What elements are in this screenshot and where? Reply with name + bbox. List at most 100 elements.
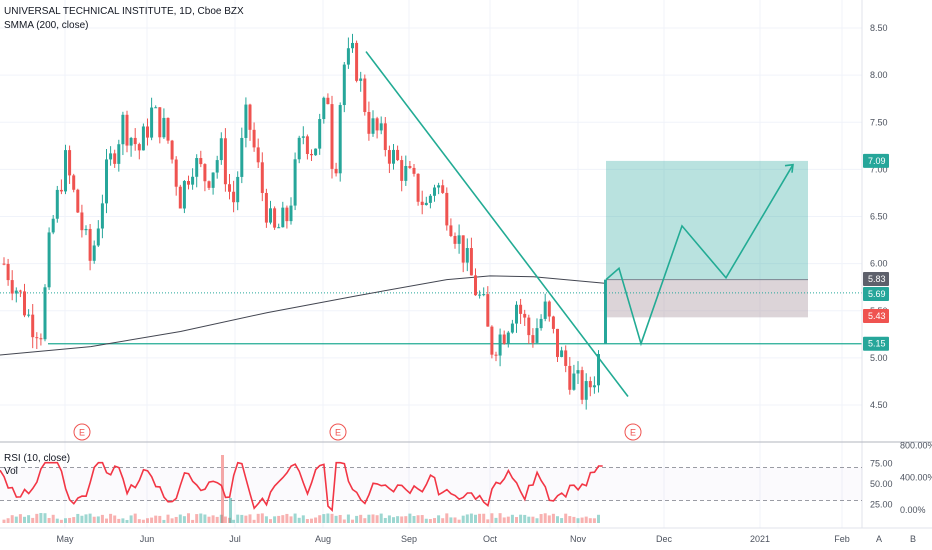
candle-body <box>55 189 59 219</box>
volume-bar <box>39 513 43 523</box>
volume-bar <box>117 518 121 523</box>
volume-bar <box>457 519 461 523</box>
candle-body <box>580 370 584 400</box>
volume-bar <box>80 515 84 523</box>
time-axis[interactable]: May Jun Jul Aug Sep Oct Nov Dec 2021 Feb <box>56 534 849 544</box>
volume-bar <box>289 516 293 523</box>
indicator-label: SMMA (200, close) <box>4 20 88 31</box>
candle-body <box>334 168 338 174</box>
volume-bar <box>281 515 285 523</box>
candle-body <box>305 136 309 154</box>
volume-bar <box>445 513 449 523</box>
candle-body <box>453 235 457 244</box>
candle-body <box>88 228 92 261</box>
volume-bar <box>392 517 395 523</box>
volume-bar <box>203 514 207 523</box>
volume-bar <box>400 516 404 523</box>
volume-bar <box>51 514 55 523</box>
candle-body <box>146 126 149 138</box>
volume-bar <box>150 517 154 523</box>
price-axis[interactable]: 8.508.007.507.006.506.005.505.004.50 <box>870 23 888 410</box>
volume-bar <box>100 514 104 523</box>
volume-bar <box>2 519 6 523</box>
candle-body <box>51 218 55 233</box>
candle-body <box>84 228 88 231</box>
candle-body <box>248 104 252 130</box>
rsi-levels <box>0 467 862 501</box>
price-tag-label: 7.09 <box>868 156 886 166</box>
log-scale-button[interactable]: B <box>910 534 916 544</box>
price-tag-label: 5.69 <box>868 289 886 299</box>
volume-bar <box>113 515 117 523</box>
candle-body <box>584 381 588 400</box>
volume-bar <box>363 518 367 523</box>
volume-bar <box>285 513 289 523</box>
candle-body <box>10 280 14 294</box>
volume-bar <box>27 515 31 523</box>
candle-body <box>588 381 592 388</box>
smma-200-line[interactable] <box>0 275 607 356</box>
volume-bar <box>551 513 555 523</box>
horizontal-levels[interactable] <box>0 292 862 345</box>
candle-body <box>297 137 301 160</box>
volume-bar <box>433 518 436 523</box>
volume-bar <box>260 513 264 523</box>
candle-body <box>191 176 195 185</box>
volume-bar <box>441 518 445 523</box>
stop-zone[interactable] <box>606 279 808 318</box>
volume-bar <box>178 514 182 523</box>
candle-body <box>523 313 527 318</box>
time-axis-label: Oct <box>483 534 498 544</box>
candle-body <box>531 335 535 343</box>
candle-body <box>285 207 289 222</box>
volume-bars <box>2 455 600 523</box>
candle-body <box>474 275 477 296</box>
volume-bar <box>96 516 100 523</box>
volume-bar <box>494 517 498 523</box>
earnings-marker[interactable] <box>624 423 642 441</box>
rsi-line[interactable] <box>0 461 603 512</box>
volume-bar <box>211 515 215 523</box>
profit-zone[interactable] <box>606 160 808 280</box>
candle-body <box>236 176 240 203</box>
candle-body <box>441 185 445 193</box>
volume-bar <box>55 518 59 523</box>
volume-bar <box>502 517 506 523</box>
earnings-marker[interactable] <box>73 423 91 441</box>
volume-bar <box>383 517 387 523</box>
projection-path[interactable] <box>605 164 794 347</box>
candle-body <box>2 263 6 265</box>
time-axis-label: May <box>56 534 74 544</box>
candle-body <box>510 323 514 333</box>
candle-body <box>498 334 502 356</box>
candle-body <box>478 294 482 296</box>
auto-scale-button[interactable]: A <box>876 534 882 544</box>
volume-bar <box>408 513 412 523</box>
volume-bar <box>154 515 158 523</box>
price-tag <box>863 153 889 168</box>
candle-body <box>137 144 141 151</box>
price-tag <box>863 309 889 323</box>
price-tick-label: 8.00 <box>870 70 888 80</box>
candle-body <box>502 334 506 344</box>
volume-bar <box>404 516 408 523</box>
chart-title: UNIVERSAL TECHNICAL INSTITUTE, 1D, Cboe … <box>4 6 244 17</box>
volume-bar <box>531 516 535 523</box>
volume-bar <box>359 514 363 523</box>
volume-bar <box>174 516 178 523</box>
candle-body <box>392 149 395 164</box>
volume-bar <box>84 514 88 523</box>
candle-body <box>322 97 326 120</box>
time-axis-label: Dec <box>656 534 673 544</box>
long-position-box[interactable] <box>606 160 808 318</box>
candle-body <box>560 350 564 357</box>
candle-body <box>14 290 18 294</box>
volume-bar <box>597 514 600 523</box>
time-axis-label: Sep <box>401 534 417 544</box>
volume-bar <box>297 517 301 523</box>
volume-bar <box>527 516 531 523</box>
earnings-marker[interactable] <box>329 423 347 441</box>
trendline[interactable] <box>365 51 629 398</box>
